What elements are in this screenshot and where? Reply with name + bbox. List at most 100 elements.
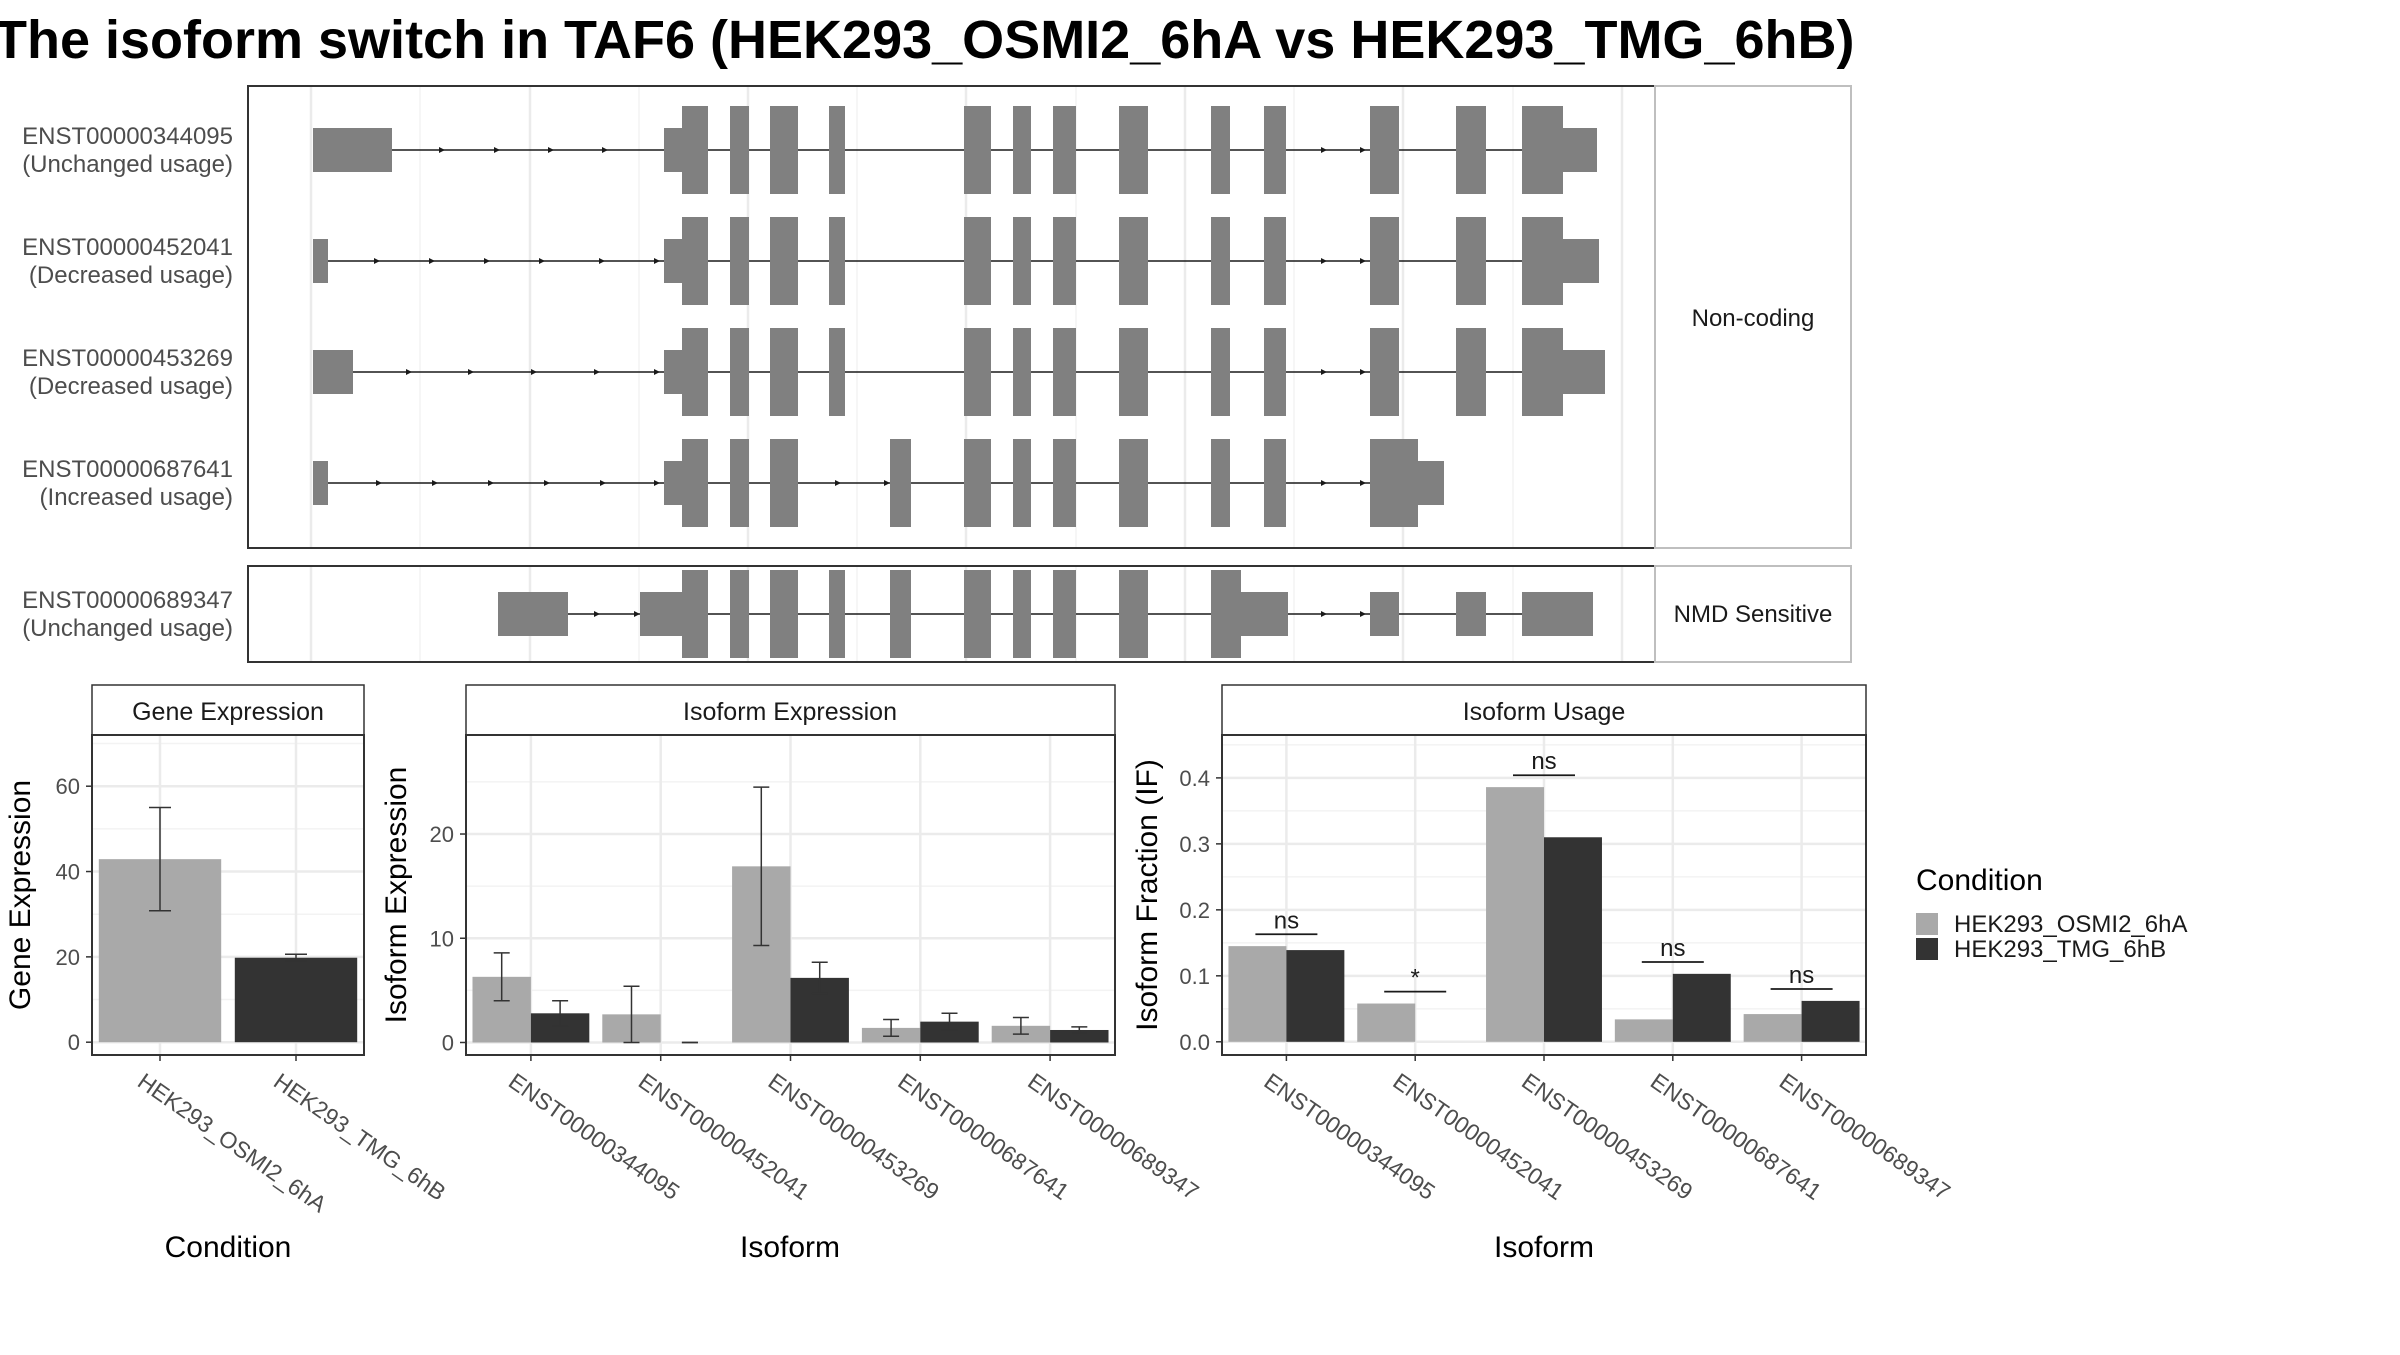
- y-axis-title: Isoform Fraction (IF): [1131, 759, 1164, 1031]
- exon-block: [1119, 106, 1148, 194]
- significance-label: ns: [1789, 962, 1814, 989]
- bar: [1486, 787, 1544, 1042]
- exon-block: [1264, 106, 1286, 194]
- exon-block: [1053, 328, 1076, 416]
- direction-arrow: [1321, 258, 1327, 264]
- direction-arrow: [1360, 611, 1366, 617]
- panel-title: Isoform Expression: [683, 698, 897, 726]
- transcript-labels: ENST00000344095 (Unchanged usage) ENST00…: [22, 123, 233, 642]
- panel-strip: [91, 684, 365, 736]
- structure-panel-noncoding: Non-coding: [247, 85, 1852, 549]
- exon-block: [1013, 570, 1031, 658]
- exon-block: [1053, 106, 1076, 194]
- utr-block: [664, 128, 682, 172]
- exon-block: [730, 106, 749, 194]
- utr-block: [664, 461, 682, 505]
- y-tick-label: 0: [442, 1030, 454, 1055]
- bar: [1357, 1003, 1416, 1042]
- exon-block: [829, 328, 845, 416]
- transcript-row: [498, 570, 1593, 658]
- transcript-row: [313, 106, 1597, 194]
- utr-block: [313, 350, 353, 394]
- transcript-id-label: ENST00000687641: [22, 456, 233, 483]
- bar: [234, 957, 358, 1043]
- exon-block: [1370, 439, 1418, 527]
- bar: [1743, 1014, 1802, 1042]
- exon-block: [1264, 328, 1286, 416]
- y-tick-label: 0.0: [1179, 1030, 1210, 1055]
- exon-block: [1013, 217, 1031, 305]
- y-tick-label: 0.2: [1179, 898, 1210, 923]
- exon-block: [1211, 328, 1230, 416]
- exon-block: [829, 570, 845, 658]
- structure-panel-noncoding-strip: [1654, 85, 1852, 549]
- y-tick-label: 10: [430, 926, 454, 951]
- transcript-tracks-nmd: [498, 570, 1593, 658]
- direction-arrow: [654, 369, 660, 375]
- direction-arrow: [835, 480, 841, 486]
- exon-block: [1370, 328, 1399, 416]
- significance-label: ns: [1660, 935, 1685, 962]
- utr-block: [313, 461, 328, 505]
- error-bar: [623, 985, 640, 1044]
- exon-block: [1522, 328, 1563, 416]
- direction-arrow: [494, 147, 500, 153]
- exon-block: [770, 439, 798, 527]
- exon-block: [964, 328, 991, 416]
- error-bar: [753, 786, 770, 947]
- exon-block: [1522, 217, 1563, 305]
- utr-block: [1522, 592, 1593, 636]
- exon-block: [682, 570, 708, 658]
- direction-arrow: [544, 480, 550, 486]
- exon-block: [770, 328, 798, 416]
- exon-block: [1264, 439, 1286, 527]
- direction-arrow: [1360, 258, 1366, 264]
- exon-block: [1211, 106, 1230, 194]
- error-bar: [1012, 1016, 1029, 1035]
- exon-block: [1522, 106, 1563, 194]
- exon-block: [1264, 217, 1286, 305]
- direction-arrow: [1321, 369, 1327, 375]
- error-bar: [149, 806, 171, 912]
- exon-block: [1053, 570, 1076, 658]
- exon-block: [1456, 328, 1486, 416]
- exon-block: [730, 570, 749, 658]
- utr-block: [664, 239, 682, 283]
- exon-block: [1013, 328, 1031, 416]
- exon-block: [730, 439, 749, 527]
- direction-arrow: [594, 611, 600, 617]
- transcript-row: [313, 217, 1599, 305]
- utr-block: [313, 239, 328, 283]
- exon-block: [829, 106, 845, 194]
- exon-block: [1119, 217, 1148, 305]
- significance-label: ns: [1531, 748, 1556, 775]
- y-tick-label: 60: [56, 774, 80, 799]
- y-tick-label: 20: [430, 822, 454, 847]
- legend-swatch: [1916, 913, 1938, 935]
- direction-arrow: [374, 258, 380, 264]
- legend-label: HEK293_OSMI2_6hA: [1954, 911, 2187, 938]
- exon-block: [1053, 217, 1076, 305]
- bar: [1801, 1000, 1860, 1042]
- y-tick-label: 20: [56, 945, 80, 970]
- exon-block: [1370, 217, 1399, 305]
- figure-title: The isoform switch in TAF6 (HEK293_OSMI2…: [0, 10, 1854, 70]
- error-bar: [811, 961, 828, 995]
- error-bar: [1071, 1026, 1088, 1034]
- direction-arrow: [376, 480, 382, 486]
- exon-block: [682, 328, 708, 416]
- exon-block: [964, 570, 991, 658]
- direction-arrow: [429, 258, 435, 264]
- significance-label: *: [1411, 965, 1420, 992]
- error-bar: [883, 1018, 900, 1037]
- exon-block: [1119, 439, 1148, 527]
- x-axis-title: Isoform: [740, 1231, 840, 1264]
- direction-arrow: [406, 369, 412, 375]
- direction-arrow: [884, 480, 890, 486]
- exon-block: [829, 217, 845, 305]
- panel-title: Gene Expression: [132, 698, 324, 726]
- direction-arrow: [439, 147, 445, 153]
- direction-arrow: [654, 480, 660, 486]
- x-axis-title: Condition: [165, 1231, 292, 1264]
